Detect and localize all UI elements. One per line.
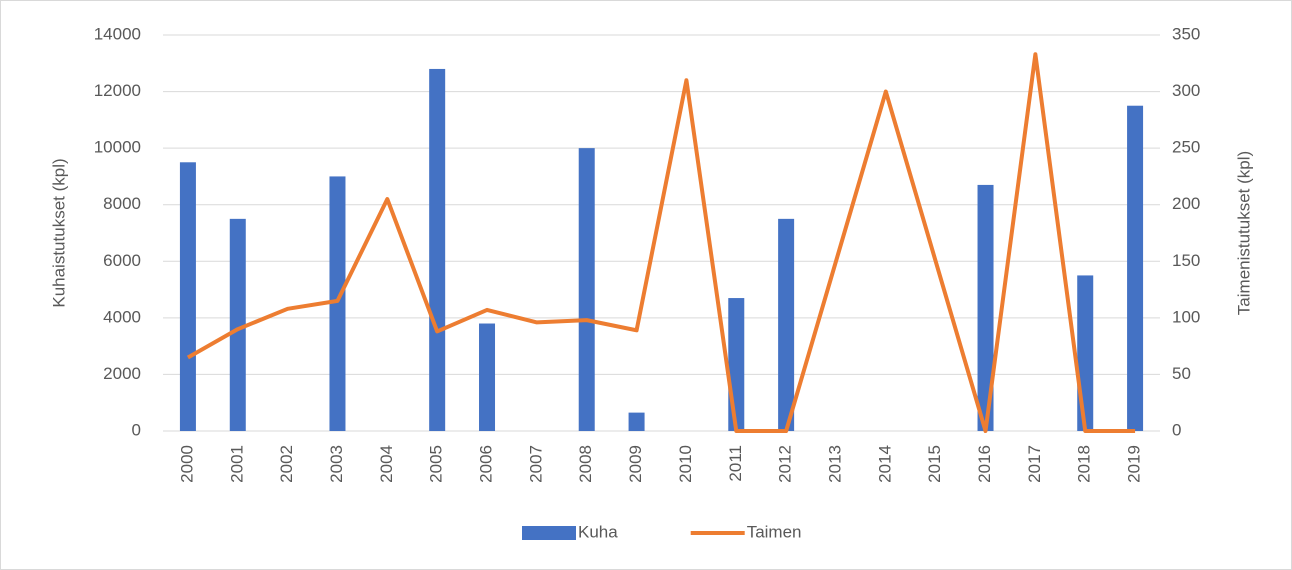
x-tick-label: 2017 xyxy=(1025,445,1044,483)
y2-tick-label: 50 xyxy=(1172,364,1191,383)
x-tick-label: 2010 xyxy=(676,445,695,483)
y2-tick-label: 250 xyxy=(1172,138,1200,157)
bar xyxy=(429,68,446,431)
x-tick-label: 2001 xyxy=(227,445,246,483)
x-tick-label: 2016 xyxy=(975,445,994,483)
y-axis-title: Kuhaistutukset (kpl) xyxy=(49,158,68,307)
bar xyxy=(329,176,346,431)
y-tick-label: 12000 xyxy=(94,81,141,100)
bar xyxy=(628,412,645,431)
x-tick-label: 2014 xyxy=(875,445,894,483)
legend-label: Kuha xyxy=(578,522,618,541)
y2-tick-label: 100 xyxy=(1172,307,1200,326)
y-tick-label: 0 xyxy=(132,420,141,439)
x-tick-label: 2019 xyxy=(1125,445,1144,483)
bar xyxy=(479,323,496,431)
x-tick-label: 2003 xyxy=(327,445,346,483)
bar xyxy=(728,298,745,431)
x-tick-label: 2004 xyxy=(377,445,396,483)
x-tick-label: 2009 xyxy=(626,445,645,483)
x-tick-label: 2000 xyxy=(177,445,196,483)
y-tick-label: 6000 xyxy=(103,251,141,270)
y-tick-label: 8000 xyxy=(103,194,141,213)
legend-label: Taimen xyxy=(747,522,802,541)
y-tick-label: 4000 xyxy=(103,307,141,326)
y2-axis-title: Taimenistutukset (kpl) xyxy=(1234,151,1253,315)
bar xyxy=(179,162,196,432)
x-tick-label: 2006 xyxy=(477,445,496,483)
y2-tick-label: 350 xyxy=(1172,24,1200,43)
x-tick-label: 2015 xyxy=(925,445,944,483)
x-tick-label: 2007 xyxy=(526,445,545,483)
line xyxy=(186,52,1136,433)
y2-tick-label: 200 xyxy=(1172,194,1200,213)
x-tick-label: 2002 xyxy=(277,445,296,483)
bar xyxy=(229,218,246,431)
bar xyxy=(578,148,595,431)
bar xyxy=(778,218,795,431)
bar xyxy=(1077,275,1094,431)
legend-swatch xyxy=(522,526,576,540)
x-tick-label: 2013 xyxy=(825,445,844,483)
x-tick-label: 2011 xyxy=(726,445,745,482)
y2-tick-label: 300 xyxy=(1172,81,1200,100)
y-tick-label: 14000 xyxy=(94,24,141,43)
x-tick-label: 2008 xyxy=(576,445,595,483)
y2-tick-label: 0 xyxy=(1172,420,1181,439)
y-tick-label: 10000 xyxy=(94,138,141,157)
y2-tick-label: 150 xyxy=(1172,251,1200,270)
x-tick-label: 2005 xyxy=(427,445,446,483)
x-tick-label: 2018 xyxy=(1075,445,1094,483)
bar xyxy=(977,184,994,431)
marks xyxy=(179,52,1144,433)
x-tick-label: 2012 xyxy=(776,445,795,483)
bar xyxy=(1127,105,1144,431)
y-tick-label: 2000 xyxy=(103,364,141,383)
